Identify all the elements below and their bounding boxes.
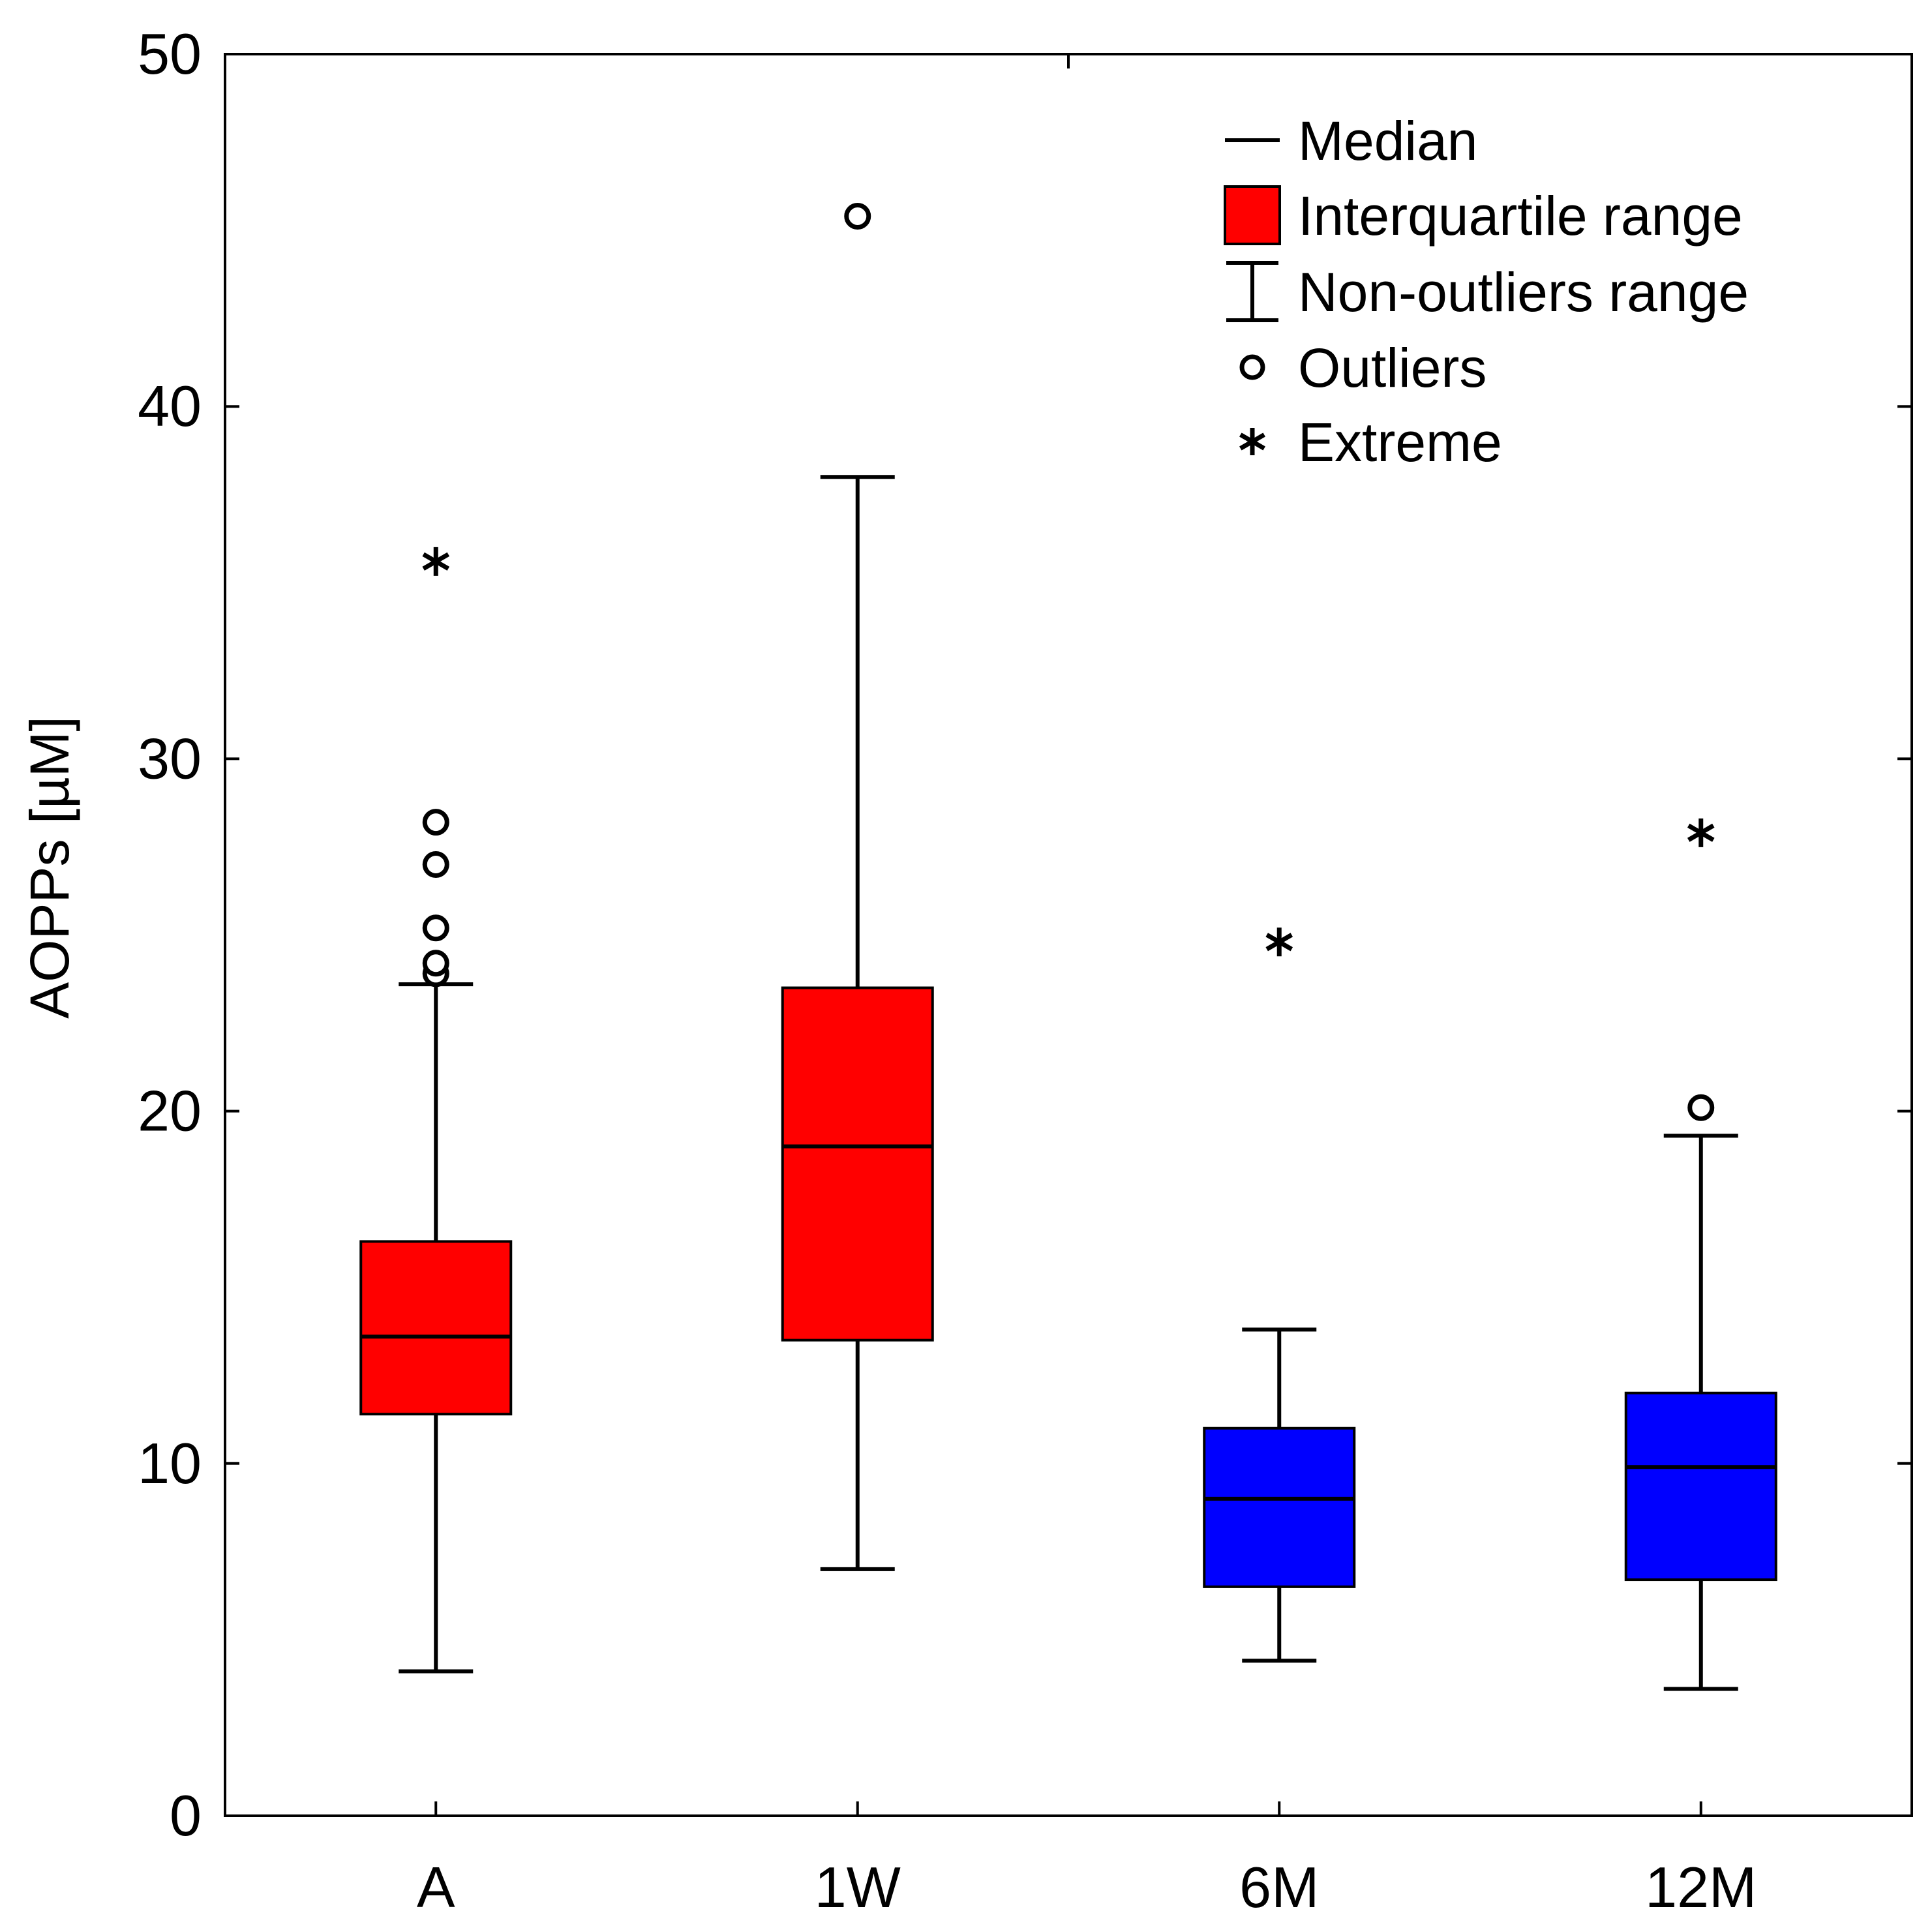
y-tick-label: 0 bbox=[170, 1783, 202, 1848]
box-1W bbox=[781, 202, 934, 1571]
iqr-box bbox=[359, 1240, 513, 1416]
outlier-point bbox=[422, 809, 449, 836]
box-12M bbox=[1624, 818, 1777, 1691]
asterisk-stroke bbox=[422, 552, 450, 571]
x-tick-label: 6M bbox=[1239, 1855, 1319, 1911]
legend-box-symbol bbox=[1224, 185, 1281, 245]
legend-label: Outliers bbox=[1298, 337, 1487, 399]
legend-extreme-symbol bbox=[1239, 428, 1265, 455]
outlier-point bbox=[422, 914, 449, 942]
y-tick-label: 30 bbox=[138, 726, 202, 790]
legend-item: Non-outliers range bbox=[1226, 261, 1749, 323]
legend-label: Extreme bbox=[1298, 412, 1502, 473]
asterisk-stroke bbox=[1239, 432, 1265, 451]
box-A bbox=[359, 547, 513, 1674]
legend-label: Interquartile range bbox=[1298, 185, 1743, 247]
iqr-box bbox=[781, 986, 934, 1342]
x-tick-label: A bbox=[417, 1855, 455, 1911]
iqr-box bbox=[1624, 1391, 1777, 1582]
x-tick-label: 1W bbox=[815, 1855, 901, 1911]
y-axis-title: AOPPs [µM] bbox=[19, 716, 80, 1019]
box-6M bbox=[1203, 927, 1356, 1663]
legend-item: Outliers bbox=[1239, 337, 1487, 399]
legend-outlier-symbol bbox=[1239, 354, 1265, 380]
outlier-point bbox=[422, 950, 449, 977]
outlier-point bbox=[844, 202, 871, 230]
legend-label: Non-outliers range bbox=[1298, 262, 1749, 323]
y-tick-label: 10 bbox=[138, 1431, 202, 1496]
extreme-point bbox=[1265, 927, 1293, 957]
extreme-point bbox=[1687, 818, 1715, 847]
legend-label: Median bbox=[1298, 110, 1478, 172]
y-tick-label: 40 bbox=[138, 374, 202, 438]
y-tick-label: 50 bbox=[138, 22, 202, 86]
x-axis-ticks: A 1W 6M 12M bbox=[417, 54, 1757, 1911]
extreme-point bbox=[422, 547, 450, 576]
y-axis-ticks: 0 10 20 30 40 50 bbox=[138, 22, 1912, 1848]
asterisk-stroke bbox=[1265, 933, 1293, 952]
asterisk-stroke bbox=[1687, 823, 1715, 842]
outlier-point bbox=[1687, 1094, 1715, 1121]
legend-item: Interquartile range bbox=[1224, 185, 1743, 247]
legend-item: Median bbox=[1225, 110, 1478, 172]
y-tick-label: 20 bbox=[138, 1079, 202, 1143]
outlier-point bbox=[422, 850, 449, 878]
box-series bbox=[359, 202, 1777, 1691]
legend: Median Interquartile range Non-outliers ra… bbox=[1224, 110, 1749, 473]
plot-frame bbox=[224, 53, 1913, 1817]
legend-item: Extreme bbox=[1239, 412, 1502, 473]
iqr-box bbox=[1203, 1426, 1356, 1588]
x-tick-label: 12M bbox=[1645, 1855, 1757, 1911]
